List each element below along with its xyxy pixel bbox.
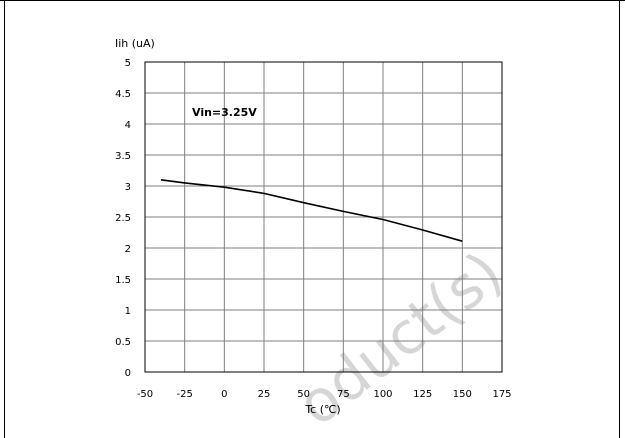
x-tick-label-7: 125 [413, 389, 432, 400]
x-tick-label-0: -50 [137, 389, 153, 400]
y-tick-label-1: 0.5 [115, 337, 131, 348]
vin-annotation: Vin=3.25V [192, 106, 257, 119]
x-tick-label-8: 150 [453, 389, 472, 400]
y-tick-label-6: 3 [125, 182, 131, 193]
y-tick-label-7: 3.5 [115, 151, 131, 162]
y-tick-label-5: 2.5 [115, 213, 131, 224]
x-tick-label-9: 175 [492, 389, 511, 400]
y-tick-label-0: 0 [125, 368, 131, 379]
x-axis-title: Tc (℃) [304, 403, 340, 416]
x-tick-label-3: 25 [258, 389, 271, 400]
series-line-0 [160, 179, 463, 242]
tick-labels: -50 -25 0 25 50 75 100 125 150 175 0 0.5 1 1.5 2 2.5 3 3.… [115, 58, 511, 400]
y-tick-label-10: 5 [125, 58, 131, 69]
y-tick-label-4: 2 [125, 244, 131, 255]
y-tick-label-8: 4 [125, 120, 131, 131]
x-tick-label-2: 0 [221, 389, 227, 400]
y-axis-title: Iih (uA) [115, 37, 155, 50]
grid [145, 62, 502, 372]
plot-area [144, 61, 503, 373]
x-tick-label-6: 100 [373, 389, 392, 400]
series [160, 179, 463, 242]
y-tick-label-2: 1 [125, 306, 131, 317]
y-tick-label-9: 4.5 [115, 89, 131, 100]
x-tick-label-1: -25 [176, 389, 192, 400]
x-tick-label-5: 75 [337, 389, 350, 400]
x-tick-label-4: 50 [297, 389, 310, 400]
y-tick-label-3: 1.5 [115, 275, 131, 286]
